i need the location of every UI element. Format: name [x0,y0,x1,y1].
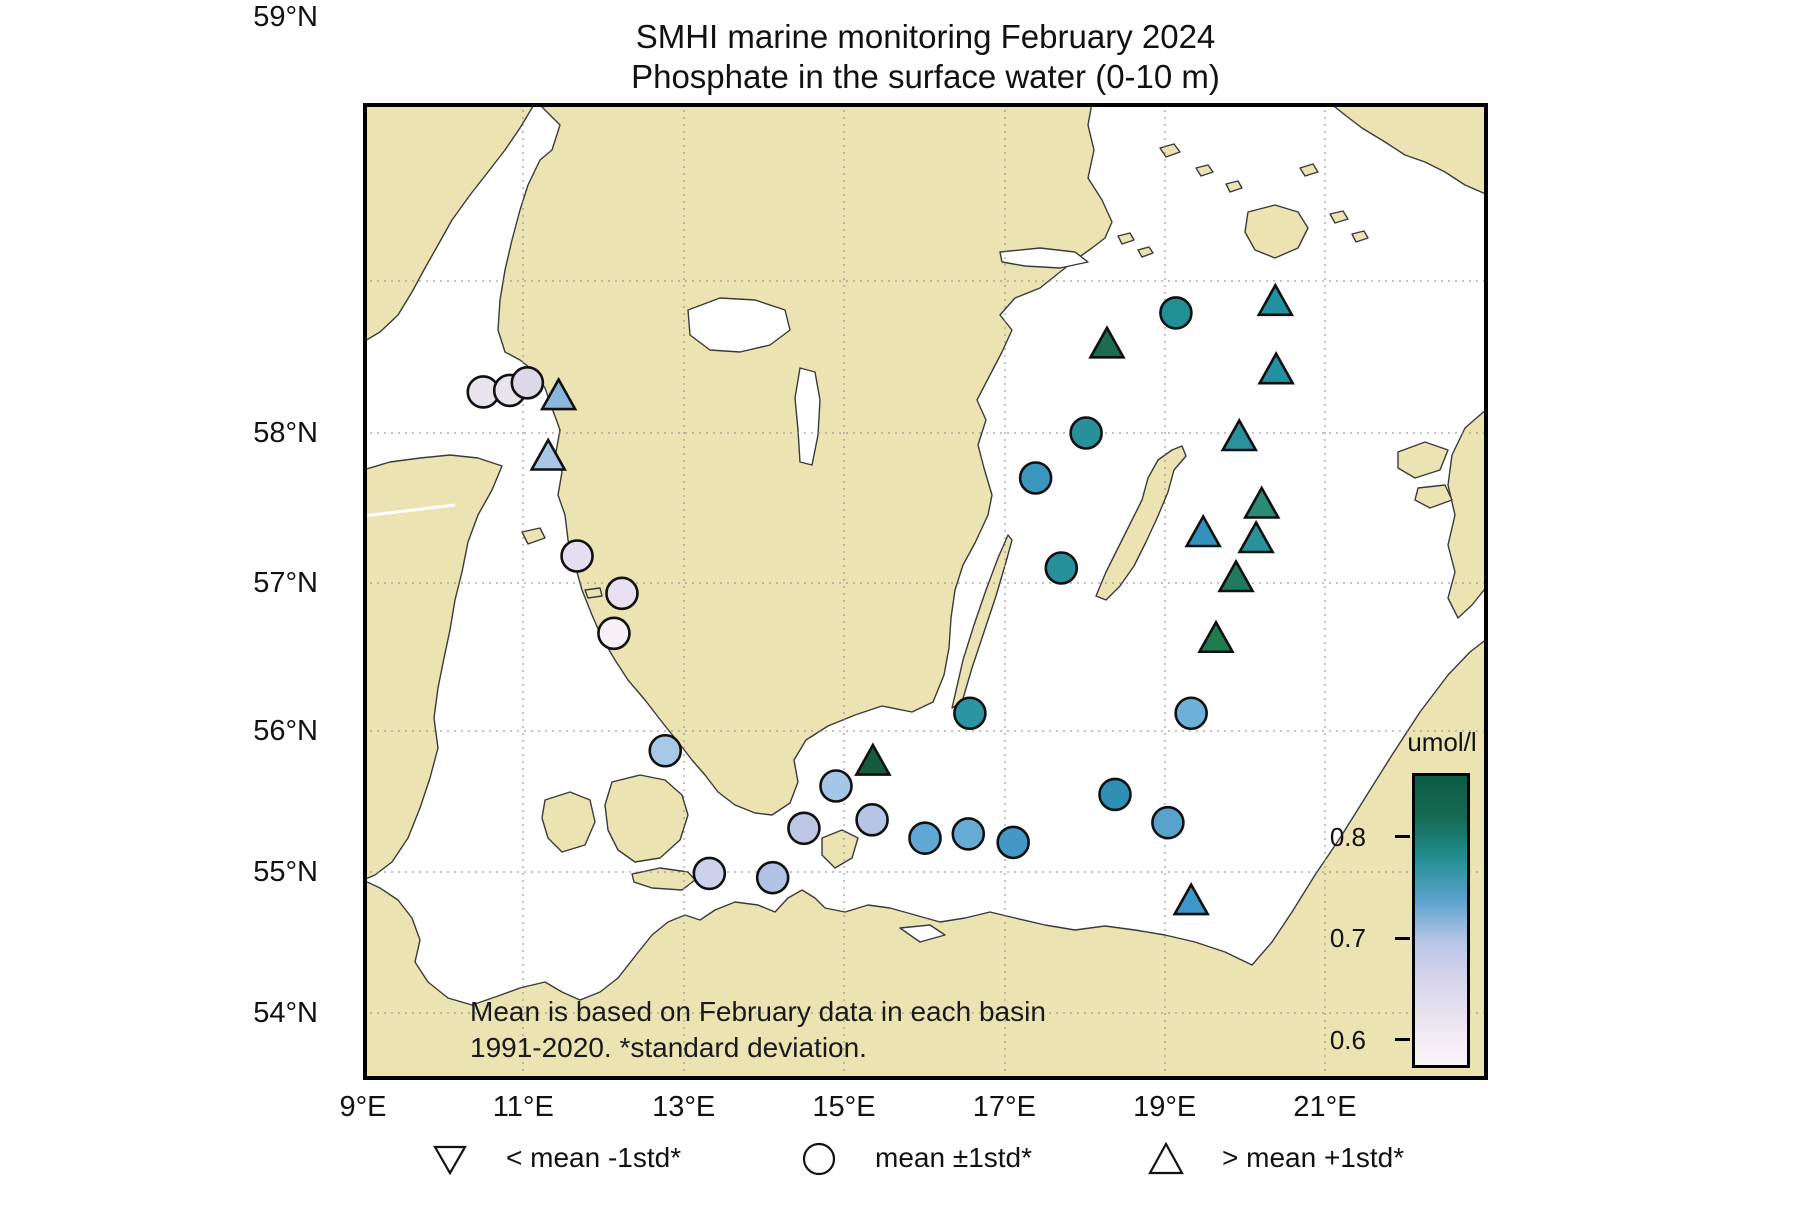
station-circle [1174,696,1208,731]
station-circle [1018,461,1053,495]
station-circle [648,733,683,768]
land-norway [363,103,536,343]
station-triangle-up [1256,282,1295,317]
station-circle [953,696,987,731]
land-jutland [363,454,503,881]
island-laeso [521,527,546,545]
lat-tick-label: 56°N [253,715,318,747]
island-saaremaa [1397,441,1449,479]
island-zealand [604,774,689,863]
island-gotland [1095,445,1187,601]
station-triangle-up [1237,519,1275,554]
land-south-coast [363,637,1488,1080]
triangle-up-legend-icon [1148,1141,1184,1175]
lat-tick-label: 54°N [253,997,318,1029]
station-circle [855,803,889,837]
station-triangle-up [1217,558,1255,593]
figure-title-line2: Phosphate in the surface water (0-10 m) [631,58,1220,95]
station-circle [908,821,942,855]
land-estonia-latvia-edge [1447,407,1488,619]
basin-mean-annotation: Mean is based on February data in each b… [470,994,1046,1066]
lon-tick-label: 17°E [972,1091,1036,1123]
station-circle [1159,296,1193,330]
station-triangle-up [1220,417,1258,452]
lon-tick-label: 13°E [652,1091,716,1123]
lake-malaren [999,247,1089,269]
station-markers [466,282,1295,916]
colorbar-tick-mark [1395,936,1410,940]
station-circle [1069,416,1103,450]
station-circle [755,860,790,895]
archipelago-speck [1351,230,1369,243]
station-circle [951,817,986,851]
colorbar-tick-label: 0.6 [1329,1024,1366,1055]
lon-tick-label: 9°E [339,1091,387,1123]
figure-title-line1: SMHI marine monitoring February 2024 [635,18,1216,55]
lake-vanern [687,297,791,353]
island-anholt [584,587,603,599]
island-bornholm [821,829,859,869]
colorbar-unit-label: umol/l [1407,727,1477,757]
legend-label-within-mean: mean ±1std* [875,1142,1033,1173]
lat-tick-label: 57°N [253,567,318,599]
lon-tick-label: 11°E [492,1091,554,1123]
map-frame [363,103,1488,1080]
lat-tick-label: 58°N [253,417,318,449]
station-triangle-up [529,437,567,471]
station-circle [510,366,545,400]
graticule [363,103,1488,1080]
island-funen [541,791,596,853]
lon-tick-label: 19°E [1133,1091,1197,1123]
archipelago-speck [1117,232,1135,245]
station-circle [1098,777,1132,812]
land-finland [1329,103,1488,196]
colorbar-tick-label: 0.7 [1329,923,1366,954]
station-circle [692,856,727,891]
archipelago-speck [1299,163,1319,177]
colorbar-tick-mark [1395,835,1410,839]
station-circle [787,811,821,846]
lake-vattern [794,367,821,466]
colorbar-tick-label: 0.8 [1329,821,1366,852]
station-triangle-up [854,742,892,776]
lagoon-szczecin [899,924,946,943]
station-circle [605,576,639,611]
archipelago-speck [1195,164,1214,177]
island-aland [1244,204,1309,259]
legend-label-above-mean: > mean +1std* [1222,1142,1405,1173]
colorbar [1412,773,1470,1068]
island-hiiumaa [1414,484,1453,509]
limfjord [363,503,456,518]
station-triangle-up [539,376,578,411]
station-circle [560,539,594,573]
annotation-line1: Mean is based on February data in each b… [470,996,1046,1027]
station-circle [1044,551,1079,585]
station-triangle-up [1242,485,1281,519]
annotation-line2: 1991-2020. *standard deviation. [470,1032,867,1063]
baltic-map [363,103,1488,1080]
archipelago-speck [1225,180,1243,193]
station-triangle-up [1172,881,1210,916]
triangle-down-legend-icon [433,1145,467,1176]
colorbar-tick-mark [1395,1038,1410,1042]
island-falster [631,867,696,891]
station-circle [597,616,631,651]
station-triangle-up [1184,513,1222,548]
station-triangle-up [1257,351,1295,385]
station-circle [996,825,1030,860]
circle-legend-icon [802,1142,836,1176]
lat-tick-label: 55°N [253,856,318,888]
lat-tick-label: 59°N [253,1,318,33]
station-triangle-up [1197,619,1235,654]
legend-label-below-mean: < mean -1std* [506,1142,682,1173]
lon-tick-label: 21°E [1293,1091,1357,1123]
station-triangle-up [1088,325,1126,359]
archipelago-speck [1137,246,1154,258]
station-circle [819,769,853,803]
lon-tick-label: 15°E [812,1091,876,1123]
archipelago-speck [1329,210,1349,224]
station-circle [1151,805,1185,840]
